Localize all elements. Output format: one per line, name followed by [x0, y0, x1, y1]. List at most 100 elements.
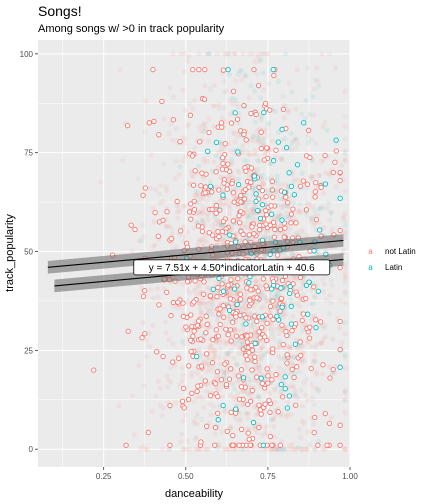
- data-point: [254, 157, 261, 164]
- data-point: [255, 184, 261, 190]
- data-point: [233, 416, 239, 422]
- data-point: [264, 149, 270, 155]
- data-point: [303, 446, 310, 452]
- data-point: [284, 360, 290, 366]
- data-point: [322, 152, 328, 159]
- data-point: [221, 314, 227, 320]
- data-point: [179, 365, 185, 371]
- data-point: [300, 178, 307, 184]
- data-point: [284, 446, 290, 452]
- data-point: [259, 344, 265, 350]
- data-point: [340, 213, 347, 219]
- data-point: [210, 307, 216, 314]
- data-point: [253, 374, 260, 380]
- data-point: [234, 446, 240, 452]
- data-point: [205, 306, 212, 313]
- data-point: [253, 217, 259, 223]
- data-point: [243, 411, 249, 417]
- data-point: [289, 359, 295, 366]
- data-point: [191, 418, 197, 424]
- data-point: [181, 405, 187, 411]
- data-point: [282, 51, 289, 57]
- data-point: [310, 203, 316, 210]
- data-point: [317, 227, 323, 233]
- data-point: [160, 217, 166, 223]
- data-point: [213, 216, 219, 222]
- data-point: [211, 82, 217, 88]
- data-point: [278, 327, 285, 334]
- data-point: [268, 297, 274, 303]
- data-point: [181, 385, 187, 392]
- data-point: [206, 129, 212, 136]
- data-point: [306, 441, 312, 448]
- data-point: [150, 67, 156, 73]
- data-point: [293, 300, 299, 306]
- data-point: [186, 290, 193, 296]
- data-point: [313, 65, 320, 71]
- data-point: [276, 274, 282, 281]
- data-point: [191, 97, 197, 104]
- data-point: [256, 51, 262, 57]
- data-point: [269, 138, 275, 144]
- data-point: [140, 234, 146, 240]
- data-point: [215, 164, 222, 170]
- data-point: [262, 295, 268, 301]
- data-point: [230, 432, 236, 439]
- data-point: [253, 364, 259, 370]
- data-point: [287, 195, 293, 201]
- data-point: [317, 172, 323, 178]
- data-point: [143, 98, 149, 104]
- data-point: [337, 364, 343, 370]
- data-point: [198, 363, 205, 369]
- data-point: [131, 432, 137, 438]
- x-tick-label: 0.25: [96, 472, 112, 481]
- data-point: [221, 338, 227, 344]
- data-point: [280, 106, 287, 112]
- data-point: [262, 253, 268, 260]
- data-point: [194, 370, 200, 376]
- data-point: [240, 304, 246, 310]
- data-point: [164, 209, 170, 215]
- data-point: [192, 436, 198, 442]
- data-point: [188, 312, 194, 318]
- data-point: [255, 207, 261, 214]
- data-point: [304, 212, 310, 218]
- data-point: [235, 71, 242, 77]
- data-point: [289, 362, 295, 368]
- data-point: [286, 354, 292, 360]
- data-point: [251, 313, 258, 319]
- data-point: [250, 208, 256, 215]
- data-point: [307, 324, 313, 330]
- data-point: [262, 129, 269, 135]
- data-point: [164, 373, 170, 379]
- data-point: [342, 147, 348, 153]
- data-point: [258, 305, 264, 311]
- data-point: [189, 153, 196, 159]
- data-point: [273, 147, 279, 153]
- data-point: [264, 337, 270, 344]
- data-point: [289, 441, 295, 448]
- data-point: [140, 293, 147, 299]
- data-point: [213, 202, 220, 209]
- data-point: [265, 51, 271, 57]
- data-point: [242, 360, 248, 366]
- data-point: [170, 230, 176, 236]
- data-point: [284, 352, 290, 358]
- data-point: [243, 201, 249, 207]
- data-point: [293, 402, 299, 408]
- data-point: [256, 424, 262, 431]
- data-point: [252, 119, 258, 125]
- data-point: [257, 231, 263, 237]
- data-point: [196, 67, 202, 73]
- data-point: [217, 174, 224, 180]
- data-point: [177, 164, 183, 170]
- data-point: [274, 177, 280, 183]
- data-point: [321, 281, 327, 287]
- data-point: [204, 362, 210, 368]
- data-point: [311, 222, 317, 228]
- data-point: [222, 409, 229, 415]
- data-point: [296, 208, 302, 214]
- data-point: [170, 299, 177, 306]
- data-point: [203, 330, 209, 336]
- data-point: [277, 156, 284, 162]
